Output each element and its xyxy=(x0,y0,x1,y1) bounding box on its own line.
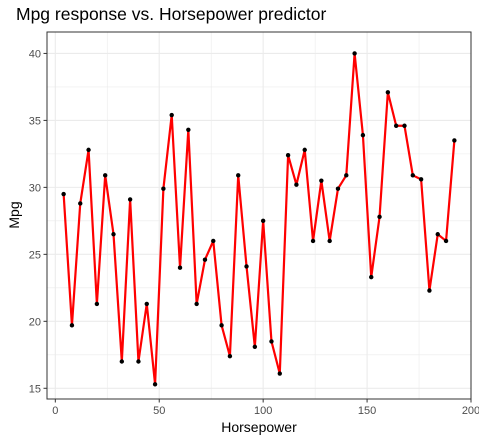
data-point xyxy=(211,239,215,243)
data-point xyxy=(95,302,99,306)
data-point xyxy=(70,323,74,327)
data-point xyxy=(444,239,448,243)
y-tick-label: 40 xyxy=(29,48,41,60)
series-line xyxy=(64,53,455,384)
data-point xyxy=(236,173,240,177)
data-point xyxy=(86,148,90,152)
data-point xyxy=(311,239,315,243)
y-tick-label: 30 xyxy=(29,182,41,194)
data-point xyxy=(394,124,398,128)
data-point xyxy=(228,354,232,358)
data-point xyxy=(352,51,356,55)
data-point xyxy=(161,187,165,191)
data-point xyxy=(170,113,174,117)
y-tick-label: 20 xyxy=(29,316,41,328)
data-point xyxy=(178,266,182,270)
data-point xyxy=(419,177,423,181)
data-point xyxy=(219,323,223,327)
data-point xyxy=(286,153,290,157)
data-point xyxy=(194,302,198,306)
series-mpg xyxy=(61,51,456,386)
data-point xyxy=(244,264,248,268)
data-point xyxy=(253,345,257,349)
data-point xyxy=(452,138,456,142)
data-point xyxy=(386,90,390,94)
data-point xyxy=(136,359,140,363)
data-point xyxy=(78,201,82,205)
data-point xyxy=(128,197,132,201)
y-axis-title: Mpg xyxy=(6,201,22,228)
data-point xyxy=(327,239,331,243)
data-point xyxy=(203,258,207,262)
data-point xyxy=(344,173,348,177)
x-tick-label: 150 xyxy=(358,405,376,417)
data-point xyxy=(61,192,65,196)
x-axis-title: Horsepower xyxy=(221,419,297,435)
x-tick-label: 200 xyxy=(462,405,479,417)
data-point xyxy=(411,173,415,177)
data-point xyxy=(269,339,273,343)
data-point xyxy=(111,232,115,236)
data-point xyxy=(336,187,340,191)
x-tick-label: 50 xyxy=(153,405,165,417)
data-point xyxy=(436,232,440,236)
data-point xyxy=(186,128,190,132)
axes: 0 50 100 150 200 15 20 25 30 35 40 xyxy=(29,48,479,417)
data-point xyxy=(145,302,149,306)
data-point xyxy=(319,178,323,182)
y-tick-label: 35 xyxy=(29,115,41,127)
data-point xyxy=(369,275,373,279)
x-tick-label: 0 xyxy=(52,405,58,417)
data-point xyxy=(361,133,365,137)
data-point xyxy=(427,288,431,292)
x-tick-label: 100 xyxy=(254,405,272,417)
data-point xyxy=(153,382,157,386)
data-point xyxy=(377,215,381,219)
data-point xyxy=(278,371,282,375)
data-point xyxy=(261,219,265,223)
y-tick-label: 25 xyxy=(29,249,41,261)
data-point xyxy=(294,182,298,186)
y-tick-label: 15 xyxy=(29,383,41,395)
data-point xyxy=(103,173,107,177)
data-point xyxy=(303,148,307,152)
data-point xyxy=(120,359,124,363)
data-point xyxy=(402,124,406,128)
